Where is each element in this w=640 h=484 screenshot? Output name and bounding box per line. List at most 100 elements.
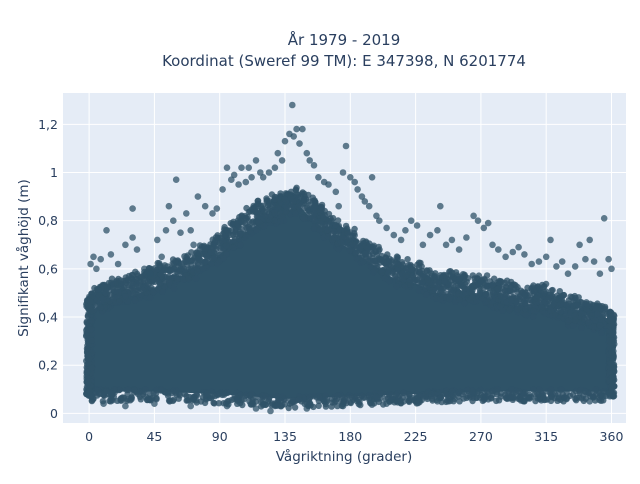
- data-point: [366, 257, 373, 265]
- outlier-point: [235, 181, 242, 188]
- data-point: [393, 283, 400, 290]
- outlier-point: [608, 265, 615, 273]
- data-point: [145, 278, 152, 285]
- data-point: [596, 322, 604, 329]
- data-point: [91, 284, 98, 292]
- data-point: [400, 389, 407, 396]
- outlier-point: [141, 265, 148, 273]
- data-point: [220, 391, 228, 398]
- data-point: [426, 267, 433, 274]
- data-point: [332, 231, 340, 238]
- data-point: [287, 194, 294, 202]
- data-point: [156, 261, 163, 269]
- data-point: [281, 195, 288, 203]
- data-point: [202, 246, 209, 253]
- data-point: [356, 245, 364, 252]
- data-point: [592, 305, 599, 313]
- data-point: [480, 396, 488, 403]
- data-point: [606, 337, 613, 345]
- outlier-point: [154, 236, 161, 244]
- outlier-point: [397, 236, 405, 244]
- data-point: [555, 395, 562, 402]
- data-point: [391, 273, 398, 280]
- data-point: [424, 276, 431, 283]
- data-point: [455, 393, 462, 400]
- data-point: [136, 393, 144, 400]
- data-point: [146, 265, 153, 272]
- outlier-point: [383, 400, 390, 408]
- data-point: [109, 295, 117, 303]
- outlier-point: [293, 125, 300, 133]
- data-point: [446, 268, 453, 275]
- outlier-point: [596, 270, 604, 278]
- data-point: [346, 247, 353, 254]
- data-point: [123, 397, 131, 404]
- data-point: [311, 217, 318, 224]
- outlier-point: [339, 402, 347, 410]
- data-point: [148, 395, 155, 402]
- data-point: [188, 249, 195, 256]
- data-point: [536, 295, 544, 302]
- data-point: [581, 315, 588, 323]
- outlier-point: [315, 174, 322, 181]
- data-point: [538, 304, 545, 311]
- data-point: [607, 360, 615, 367]
- data-point: [131, 387, 138, 394]
- x-tick-label: 180: [338, 429, 362, 444]
- outlier-point: [521, 251, 528, 258]
- outlier-point: [170, 217, 177, 224]
- data-point: [166, 280, 173, 287]
- outlier-point: [90, 253, 97, 261]
- data-point: [199, 265, 207, 272]
- outlier-point: [325, 181, 332, 188]
- data-point: [598, 329, 605, 336]
- data-point: [311, 210, 318, 217]
- data-point: [237, 241, 244, 249]
- data-point: [170, 396, 177, 403]
- data-point: [408, 266, 415, 273]
- data-point: [88, 307, 96, 315]
- outlier-point: [100, 400, 107, 408]
- outlier-point: [455, 246, 463, 253]
- outlier-point: [219, 186, 226, 193]
- data-point: [530, 313, 537, 320]
- data-point: [316, 394, 323, 401]
- data-point: [231, 395, 238, 403]
- data-point: [269, 202, 276, 210]
- outlier-point: [480, 224, 488, 232]
- outlier-point: [600, 215, 608, 222]
- data-point: [248, 219, 256, 226]
- outlier-point: [245, 164, 252, 171]
- outlier-point: [571, 263, 579, 270]
- data-point: [461, 285, 469, 292]
- outlier-point: [582, 255, 589, 263]
- data-point: [372, 248, 379, 256]
- data-point: [431, 391, 438, 398]
- outlier-point: [521, 398, 528, 405]
- data-point: [524, 284, 531, 291]
- data-point: [157, 271, 165, 278]
- data-point: [186, 393, 193, 401]
- data-point: [324, 226, 331, 234]
- data-point: [274, 402, 281, 409]
- data-point: [131, 290, 139, 297]
- outlier-point: [390, 231, 398, 239]
- data-point: [544, 295, 552, 302]
- data-point: [592, 386, 599, 393]
- data-point: [132, 297, 139, 304]
- data-point: [388, 258, 396, 266]
- data-point: [469, 397, 476, 405]
- data-point: [373, 394, 381, 401]
- data-point: [574, 301, 581, 308]
- outlier-point: [252, 405, 260, 412]
- data-point: [85, 378, 92, 385]
- x-tick-label: 360: [600, 429, 624, 444]
- data-point: [271, 209, 278, 216]
- data-point: [238, 218, 245, 225]
- data-point: [88, 337, 96, 344]
- outlier-point: [339, 169, 347, 176]
- data-point: [508, 386, 515, 393]
- data-point: [415, 287, 423, 294]
- data-point: [522, 311, 529, 318]
- data-point: [107, 398, 114, 405]
